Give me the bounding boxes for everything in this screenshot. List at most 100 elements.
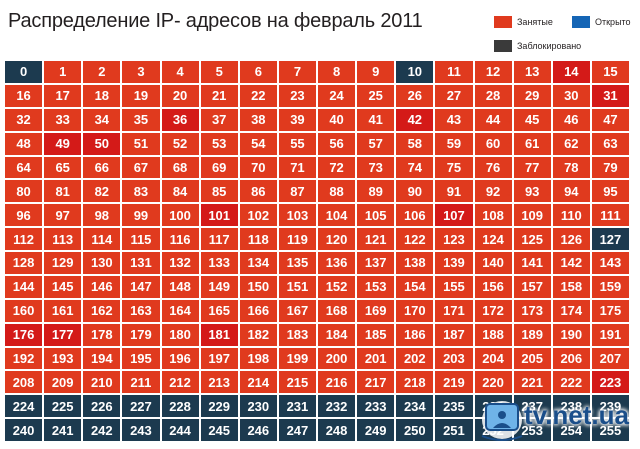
ip-cell-occupied: 105 bbox=[357, 204, 395, 227]
ip-cell-blocked: 249 bbox=[357, 419, 395, 441]
ip-cell-occupied: 4 bbox=[161, 61, 199, 83]
ip-cell-blocked: 247 bbox=[278, 419, 316, 441]
ip-cell-occupied: 149 bbox=[200, 275, 238, 298]
ip-cell-occupied: 95 bbox=[591, 180, 629, 203]
ip-cell-occupied: 33 bbox=[44, 108, 82, 131]
ip-cell-occupied: 84 bbox=[161, 180, 199, 203]
legend-blocked-label: Заблокировано bbox=[517, 41, 582, 51]
ip-cell-occupied: 67 bbox=[122, 156, 160, 179]
ip-cell-occupied: 61 bbox=[513, 132, 551, 155]
ip-cell-occupied: 74 bbox=[396, 156, 434, 179]
ip-cell-blocked: 248 bbox=[318, 419, 356, 441]
ip-cell-blocked: 232 bbox=[318, 395, 356, 418]
ip-cell-occupied: 71 bbox=[278, 156, 316, 179]
ip-cell-occupied: 114 bbox=[83, 228, 121, 250]
ip-cell-occupied: 131 bbox=[122, 252, 160, 274]
ip-cell-occupied: 27 bbox=[435, 84, 473, 107]
ip-cell-occupied: 19 bbox=[122, 84, 160, 107]
ip-cell-occupied: 108 bbox=[474, 204, 512, 227]
ip-cell-occupied: 211 bbox=[122, 371, 160, 394]
ip-cell-occupied: 158 bbox=[552, 275, 590, 298]
ip-cell-occupied: 1 bbox=[44, 61, 82, 83]
ip-cell-occupied: 58 bbox=[396, 132, 434, 155]
ip-cell-blocked: 226 bbox=[83, 395, 121, 418]
chart-title: Распределение IP- адресов на февраль 201… bbox=[8, 10, 423, 32]
ip-cell-occupied: 49 bbox=[44, 132, 82, 155]
ip-cell-occupied: 15 bbox=[591, 61, 629, 83]
ip-cell-occupied: 128 bbox=[5, 252, 43, 274]
ip-cell-occupied: 80 bbox=[5, 180, 43, 203]
ip-cell-blocked: 230 bbox=[239, 395, 277, 418]
ip-cell-occupied: 191 bbox=[591, 323, 629, 346]
ip-cell-occupied: 16 bbox=[5, 84, 43, 107]
ip-cell-occupied: 143 bbox=[591, 252, 629, 274]
ip-cell-occupied: 187 bbox=[435, 323, 473, 346]
ip-cell-occupied: 102 bbox=[239, 204, 277, 227]
ip-cell-occupied: 200 bbox=[318, 347, 356, 370]
ip-cell-occupied: 73 bbox=[357, 156, 395, 179]
ip-cell-occupied: 55 bbox=[278, 132, 316, 155]
ip-cell-occupied: 88 bbox=[318, 180, 356, 203]
ip-cell-occupied: 153 bbox=[357, 275, 395, 298]
ip-cell-occupied: 70 bbox=[239, 156, 277, 179]
ip-cell-occupied: 145 bbox=[44, 275, 82, 298]
ip-cell-occupied: 176 bbox=[5, 323, 43, 346]
ip-cell-occupied: 137 bbox=[357, 252, 395, 274]
ip-cell-occupied: 181 bbox=[200, 323, 238, 346]
ip-cell-occupied: 110 bbox=[552, 204, 590, 227]
ip-cell-occupied: 135 bbox=[278, 252, 316, 274]
ip-cell-occupied: 208 bbox=[5, 371, 43, 394]
ip-cell-occupied: 38 bbox=[239, 108, 277, 131]
ip-cell-occupied: 196 bbox=[161, 347, 199, 370]
ip-cell-occupied: 103 bbox=[278, 204, 316, 227]
ip-cell-occupied: 112 bbox=[5, 228, 43, 250]
ip-cell-occupied: 210 bbox=[83, 371, 121, 394]
ip-cell-occupied: 132 bbox=[161, 252, 199, 274]
ip-cell-occupied: 151 bbox=[278, 275, 316, 298]
ip-cell-occupied: 172 bbox=[474, 299, 512, 322]
ip-cell-occupied: 140 bbox=[474, 252, 512, 274]
ip-cell-occupied: 47 bbox=[591, 108, 629, 131]
legend-occupied: Занятые bbox=[494, 16, 553, 28]
ip-cell-occupied: 5 bbox=[200, 61, 238, 83]
ip-cell-occupied: 43 bbox=[435, 108, 473, 131]
ip-cell-occupied: 150 bbox=[239, 275, 277, 298]
ip-cell-blocked: 238 bbox=[552, 395, 590, 418]
ip-cell-occupied: 36 bbox=[161, 108, 199, 131]
ip-cell-blocked: 241 bbox=[44, 419, 82, 441]
ip-cell-occupied: 193 bbox=[44, 347, 82, 370]
legend-open: Открыто bbox=[572, 16, 631, 28]
ip-cell-occupied: 179 bbox=[122, 323, 160, 346]
ip-cell-occupied: 136 bbox=[318, 252, 356, 274]
ip-cell-occupied: 57 bbox=[357, 132, 395, 155]
ip-cell-occupied: 223 bbox=[591, 371, 629, 394]
ip-cell-occupied: 39 bbox=[278, 108, 316, 131]
ip-cell-occupied: 81 bbox=[44, 180, 82, 203]
ip-cell-occupied: 119 bbox=[278, 228, 316, 250]
ip-cell-occupied: 89 bbox=[357, 180, 395, 203]
ip-cell-occupied: 90 bbox=[396, 180, 434, 203]
ip-cell-occupied: 32 bbox=[5, 108, 43, 131]
ip-cell-occupied: 212 bbox=[161, 371, 199, 394]
ip-cell-occupied: 6 bbox=[239, 61, 277, 83]
ip-cell-occupied: 155 bbox=[435, 275, 473, 298]
ip-cell-occupied: 17 bbox=[44, 84, 82, 107]
ip-cell-occupied: 115 bbox=[122, 228, 160, 250]
ip-cell-occupied: 164 bbox=[161, 299, 199, 322]
ip-cell-occupied: 37 bbox=[200, 108, 238, 131]
ip-cell-blocked: 240 bbox=[5, 419, 43, 441]
ip-cell-occupied: 111 bbox=[591, 204, 629, 227]
ip-cell-occupied: 24 bbox=[318, 84, 356, 107]
ip-cell-occupied: 22 bbox=[239, 84, 277, 107]
ip-cell-occupied: 75 bbox=[435, 156, 473, 179]
ip-cell-blocked: 231 bbox=[278, 395, 316, 418]
ip-cell-occupied: 124 bbox=[474, 228, 512, 250]
ip-cell-occupied: 100 bbox=[161, 204, 199, 227]
ip-cell-occupied: 54 bbox=[239, 132, 277, 155]
ip-cell-occupied: 175 bbox=[591, 299, 629, 322]
legend-open-label: Открыто bbox=[595, 17, 631, 27]
ip-cell-occupied: 133 bbox=[200, 252, 238, 274]
ip-cell-occupied: 221 bbox=[513, 371, 551, 394]
ip-cell-occupied: 222 bbox=[552, 371, 590, 394]
ip-cell-occupied: 52 bbox=[161, 132, 199, 155]
